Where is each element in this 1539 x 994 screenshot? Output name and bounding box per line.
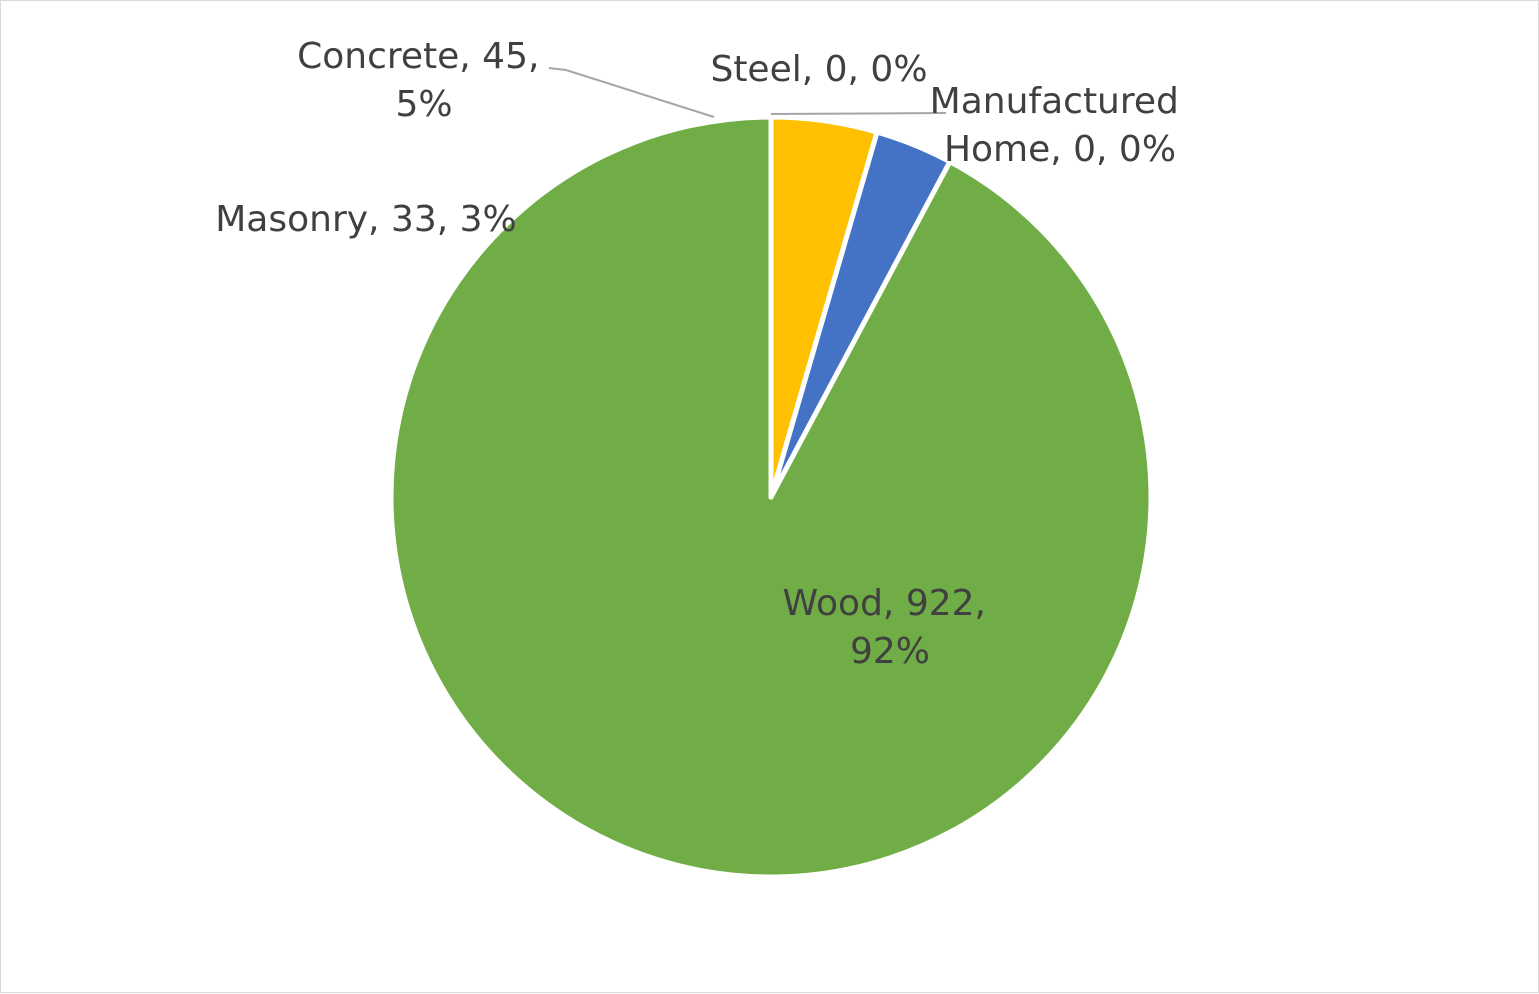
data-label-concrete-line-2: 5% [395, 84, 452, 125]
data-label-steel-line-1: Steel, 0, 0% [710, 49, 927, 90]
leader-line-manufactured-home [770, 112, 947, 115]
data-label-manufactured-home: Manufactured Home, 0, 0% [930, 81, 1191, 170]
data-labels: Wood, 922, 92% Masonry, 33, 3% Concrete,… [215, 36, 1191, 672]
pie-slice-concrete [768, 114, 880, 500]
leader-lines [548, 67, 947, 118]
data-label-masonry: Masonry, 33, 3% [215, 199, 517, 240]
data-label-steel: Steel, 0, 0% [710, 49, 927, 90]
data-label-manufactured-home-line-1: Manufactured [930, 81, 1179, 122]
data-label-concrete: Concrete, 45, 5% [297, 36, 551, 125]
pie-slices [388, 114, 1154, 880]
data-label-wood-line-2: 92% [850, 631, 930, 672]
data-label-concrete-line-1: Concrete, 45, [297, 36, 539, 77]
data-label-manufactured-home-line-2: Home, 0, 0% [944, 129, 1176, 170]
data-label-masonry-line-1: Masonry, 33, 3% [215, 199, 517, 240]
data-label-wood-line-1: Wood, 922, [783, 583, 986, 624]
leader-line-concrete [548, 67, 715, 118]
data-label-wood: Wood, 922, 92% [783, 583, 998, 672]
